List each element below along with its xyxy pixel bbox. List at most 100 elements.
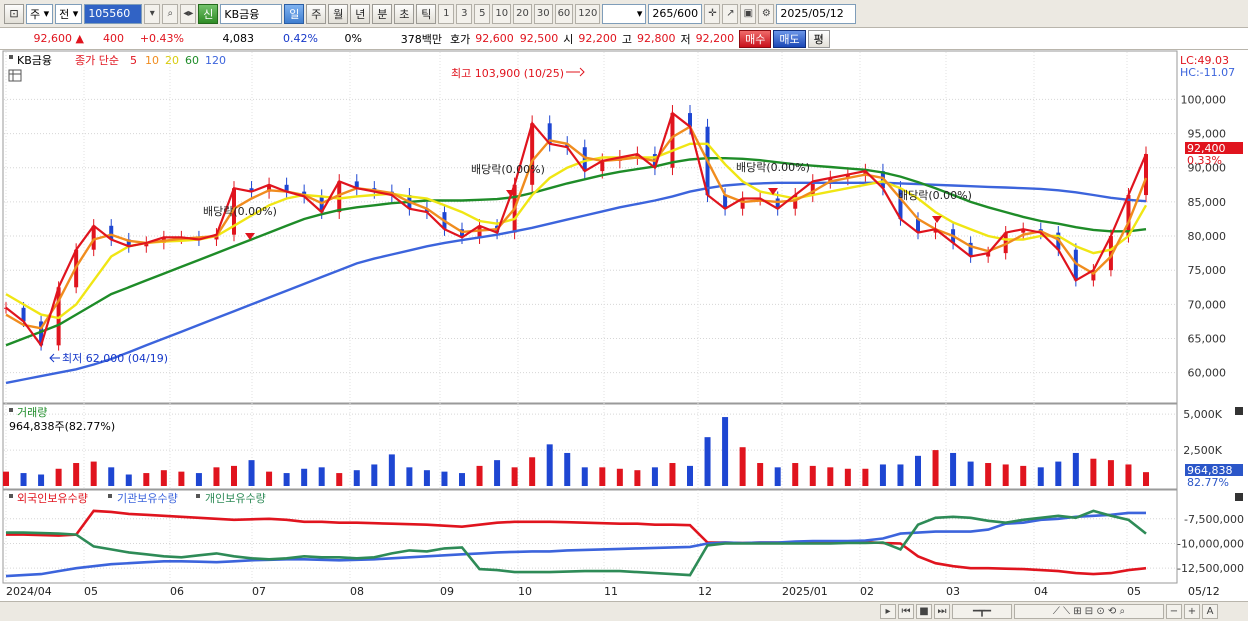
legend-ma-10: 10 bbox=[145, 54, 159, 67]
scroll-last-icon[interactable]: ⏭ bbox=[934, 604, 950, 619]
period-tick-tab[interactable]: 틱 bbox=[416, 3, 437, 24]
buy-button[interactable]: 매수 bbox=[739, 29, 772, 48]
save-icon[interactable]: ▣ bbox=[740, 3, 757, 24]
draw-tool-icon[interactable]: ↗ bbox=[722, 3, 739, 24]
interval-30[interactable]: 30 bbox=[533, 3, 553, 24]
interval-5[interactable]: 5 bbox=[474, 3, 491, 24]
y-axis-labels: 60,000 65,000 70,000 75,000 80,000 85,000 90,0… bbox=[1177, 93, 1244, 575]
x-tick: 02 bbox=[860, 585, 874, 598]
tool-icons[interactable]: ⟋ ⟍ ⊞ ⊟ ⊙ ⟲ ⌕ bbox=[1014, 604, 1164, 619]
price-y-tick: 65,000 bbox=[1188, 333, 1227, 346]
open-label: 시 bbox=[563, 32, 574, 46]
interval-3[interactable]: 3 bbox=[456, 3, 473, 24]
sell-button[interactable]: 매도 bbox=[773, 29, 806, 48]
eval-button[interactable]: 평 bbox=[807, 29, 830, 48]
bid-label: 호가 bbox=[450, 32, 471, 46]
sound-icon[interactable]: ◂▸ bbox=[180, 3, 197, 24]
annot-high: 최고 103,900 (10/25) bbox=[451, 67, 564, 80]
interval-custom-select[interactable]: ▾ bbox=[602, 3, 647, 24]
price-y-tick: 100,000 bbox=[1181, 93, 1227, 106]
ma-line-10 bbox=[5, 125, 1148, 330]
period-year-tab[interactable]: 년 bbox=[350, 3, 371, 24]
volume-bar bbox=[55, 468, 62, 486]
candle-body bbox=[898, 188, 903, 219]
interval-10[interactable]: 10 bbox=[492, 3, 512, 24]
x-tick: 03 bbox=[946, 585, 960, 598]
volume-bar bbox=[967, 461, 974, 486]
candle-body bbox=[267, 184, 272, 192]
volume-bar bbox=[1107, 460, 1114, 486]
candle-body bbox=[828, 177, 833, 182]
volume-bar bbox=[1125, 464, 1132, 486]
stock-name-field[interactable]: KB금융 bbox=[220, 3, 283, 24]
font-size-icon[interactable]: A bbox=[1202, 604, 1218, 619]
candle-body bbox=[793, 195, 798, 209]
x-tick: 09 bbox=[440, 585, 454, 598]
candle-body bbox=[565, 143, 570, 148]
period-day-tab[interactable]: 일 bbox=[284, 3, 305, 24]
volume-bar bbox=[844, 468, 851, 486]
period-prev-select[interactable]: 전 ▾ bbox=[55, 3, 83, 24]
candle-body bbox=[600, 160, 605, 172]
x-axis-labels: 2024/04 05 06 07 08 09 10 11 12 2025/01 02 03 04 05 05… bbox=[6, 585, 1220, 598]
zoom-slider[interactable]: ━┳━ bbox=[952, 604, 1012, 619]
turnover-pct: 0.42% bbox=[283, 32, 318, 45]
volume-bar bbox=[388, 454, 395, 486]
volume-bar bbox=[1090, 458, 1097, 486]
legend-stock-name: KB금융 bbox=[17, 54, 52, 67]
volume-bar bbox=[1143, 472, 1149, 486]
ma-line-60 bbox=[5, 156, 1147, 347]
volume-bar bbox=[248, 460, 255, 486]
holder-legend-bullet-icon bbox=[9, 494, 13, 498]
volume-bar bbox=[932, 450, 939, 486]
holder-line-2 bbox=[6, 509, 1147, 577]
volume-bar bbox=[616, 468, 623, 486]
interval-60[interactable]: 60 bbox=[554, 3, 574, 24]
volume-bar bbox=[687, 465, 693, 486]
moving-average-lines bbox=[5, 111, 1148, 385]
zoom-out-icon[interactable]: − bbox=[1166, 604, 1182, 619]
candle-body bbox=[986, 253, 991, 257]
candle-body bbox=[530, 123, 535, 185]
price-panel[interactable] bbox=[2, 50, 1178, 404]
volume-panel-close-icon[interactable] bbox=[1235, 407, 1243, 415]
holder-panel-close-icon[interactable] bbox=[1235, 493, 1243, 501]
interval-1[interactable]: 1 bbox=[438, 3, 455, 24]
holder-line-1 bbox=[5, 511, 1146, 578]
scroll-first-icon[interactable]: ⏮ bbox=[898, 604, 914, 619]
chart-scrollbar[interactable]: ▸ ⏮ ■ ⏭ ━┳━ ⟋ ⟍ ⊞ ⊟ ⊙ ⟲ ⌕ − + A bbox=[0, 601, 1248, 621]
period-month-tab[interactable]: 월 bbox=[328, 3, 349, 24]
volume-bar bbox=[985, 463, 992, 486]
holder-y-tick: -7,500,000 bbox=[1184, 513, 1244, 526]
data-count-field[interactable]: 265/600 bbox=[648, 3, 703, 24]
period-week-tab[interactable]: 주 bbox=[306, 3, 327, 24]
candle-body bbox=[933, 229, 938, 233]
holder-lines bbox=[5, 509, 1147, 578]
price-y-tick: 70,000 bbox=[1188, 298, 1227, 311]
zoom-in-icon[interactable]: + bbox=[1184, 604, 1200, 619]
scroll-right-icon[interactable]: ▸ bbox=[880, 604, 896, 619]
layout-icon[interactable]: ⊡ bbox=[4, 3, 24, 24]
volume-bar bbox=[511, 467, 518, 486]
volume-current-marker-text: 964,838 bbox=[1187, 464, 1233, 477]
price-change: 400 bbox=[103, 32, 124, 45]
interval-20[interactable]: 20 bbox=[513, 3, 532, 24]
price-y-tick: 80,000 bbox=[1188, 230, 1227, 243]
crosshair-icon[interactable]: ✛ bbox=[704, 3, 721, 24]
stock-code-input[interactable]: 105560 bbox=[84, 3, 143, 24]
code-dropdown-icon[interactable]: ▾ bbox=[144, 3, 161, 24]
stock-chart[interactable]: 60,000 65,000 70,000 75,000 80,000 85,000 90,0… bbox=[0, 50, 1248, 601]
period-main-select[interactable]: 주 ▾ bbox=[26, 3, 54, 24]
period-minute-tab[interactable]: 분 bbox=[372, 3, 393, 24]
table-icon[interactable] bbox=[8, 69, 22, 82]
dividend-marker-icon bbox=[768, 188, 778, 195]
gear-icon[interactable]: ⚙ bbox=[758, 3, 775, 24]
stop-icon[interactable]: ■ bbox=[916, 604, 932, 619]
interval-120[interactable]: 120 bbox=[575, 3, 601, 24]
period-second-tab[interactable]: 초 bbox=[394, 3, 415, 24]
volume-current-pct: 82.77% bbox=[1187, 476, 1229, 489]
volume-bar bbox=[1055, 461, 1062, 486]
date-field[interactable]: 2025/05/12 bbox=[776, 3, 857, 24]
search-icon[interactable]: ⌕ bbox=[162, 3, 179, 24]
credit-badge[interactable]: 신 bbox=[198, 3, 219, 24]
